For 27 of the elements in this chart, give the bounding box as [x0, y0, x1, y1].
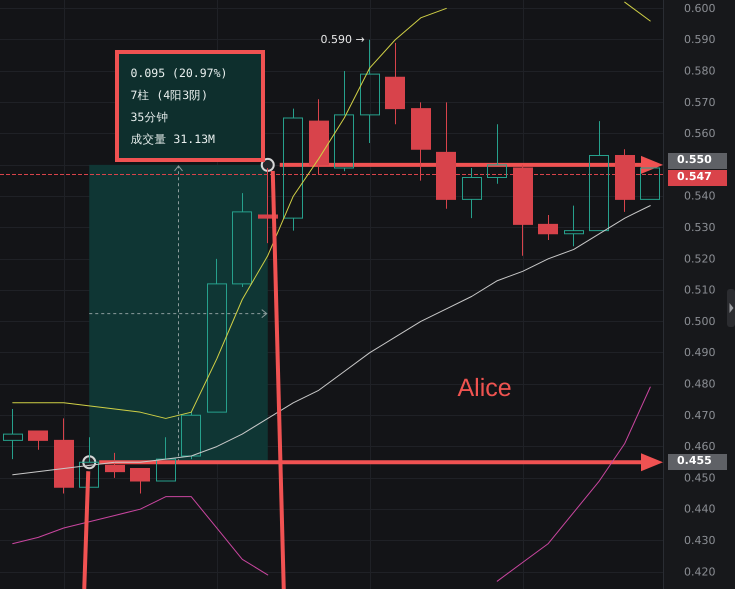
y-tick-label: 0.530: [684, 221, 716, 234]
y-tick-label: 0.450: [684, 471, 716, 484]
y-tick-label: 0.590: [684, 33, 716, 46]
y-tick-label: 0.420: [684, 565, 716, 578]
y-tick-label: 0.570: [684, 96, 716, 109]
annotation: 7柱 (4阳3阴): [130, 86, 210, 104]
y-tick-label: 0.540: [684, 190, 716, 203]
y-tick-label: 0.480: [684, 378, 716, 391]
ref-line-label: 0.547: [668, 170, 727, 186]
y-tick-label: 0.500: [684, 314, 716, 328]
y-tick-label: 0.520: [684, 252, 716, 266]
ref-line-label: 0.455: [668, 454, 727, 470]
annotation: Alice: [457, 372, 512, 403]
y-tick-label: 0.430: [684, 534, 716, 547]
y-tick-label: 0.600: [684, 2, 716, 15]
y-tick-label: 0.490: [684, 346, 716, 360]
y-tick-label: 0.470: [684, 408, 716, 422]
annotation: 成交量 31.13M: [130, 130, 216, 148]
annotation: 0.095 (20.97%): [130, 64, 228, 82]
ref-line-label: 0.550: [668, 153, 727, 170]
y-tick-label: 0.510: [684, 284, 716, 297]
y-tick-label: 0.560: [684, 127, 716, 140]
annotation: 35分钟: [130, 108, 170, 126]
annotation: 0.590 →: [320, 32, 365, 48]
y-tick-label: 0.580: [684, 64, 716, 78]
y-tick-label: 0.460: [684, 440, 716, 454]
y-tick-label: 0.440: [684, 502, 716, 516]
